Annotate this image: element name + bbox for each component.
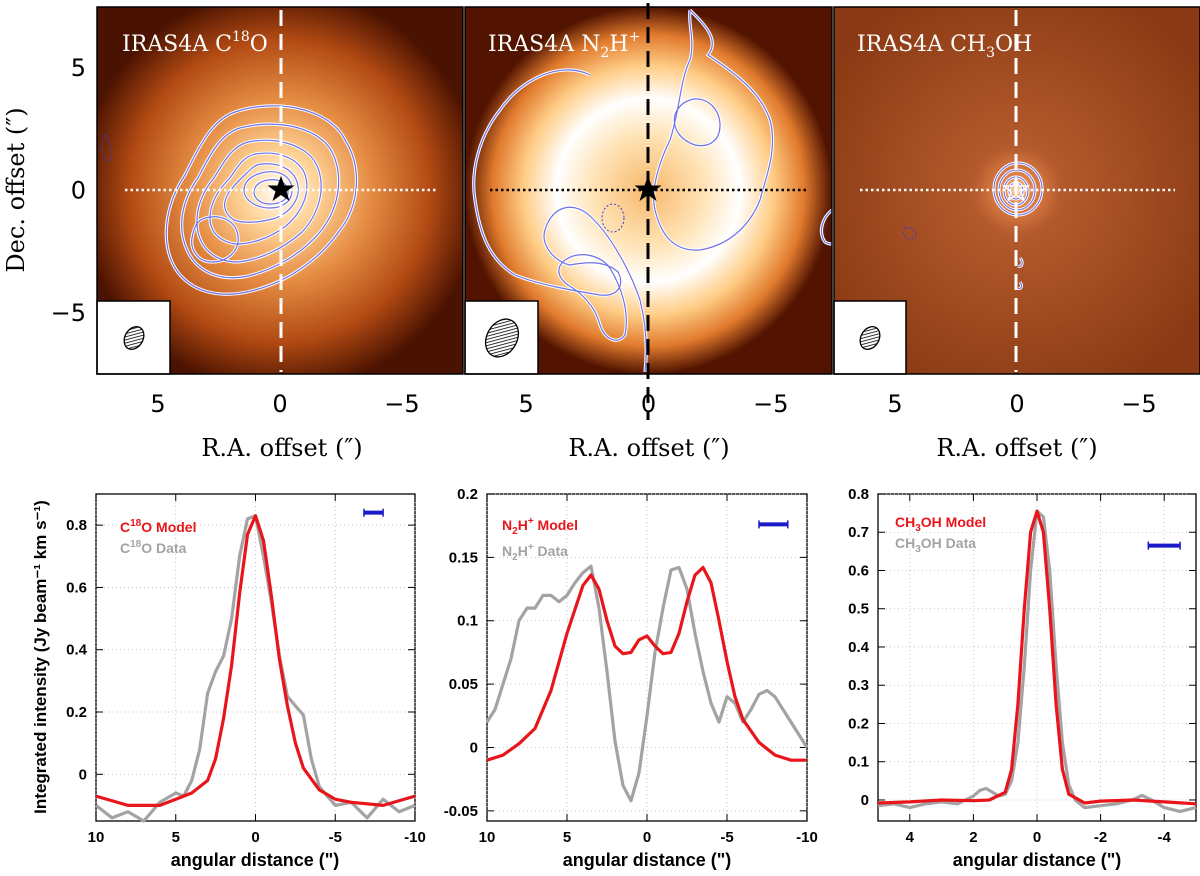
c18o-beam-ellipse [123,326,145,350]
map3-x-tick-label: 5 [887,390,902,418]
n2h-x-axis-label: R.A. offset (″) [568,434,729,462]
c18o-x-tick-label: 0 [251,829,259,846]
ch3oh-beam-ellipse [859,326,881,350]
ch3oh-x-axis-label: R.A. offset (″) [936,434,1097,462]
c18o-map-panel: IRAS4A C18O [96,6,464,375]
c18o-x-axis-label: R.A. offset (″) [201,434,362,462]
c18o-y-tick-label: 0 [79,766,87,783]
ch3oh-y-tick-label: 0.8 [848,486,869,503]
c18o-profile-plot: 10 5 0 -5 -10 0 0.2 0.4 0.6 0.8 C18O Model C18O D… [66,493,426,846]
n2h-beam-ellipse [484,318,520,358]
ch3oh-y-tick-label: 0 [861,792,869,809]
c18o-map-frame [96,6,464,375]
n2h-map-title: IRAS4A N2H+ [488,29,640,61]
ch3oh-y-tick-label: 0.4 [848,639,870,656]
n2h-y-tick-label: 0.05 [449,676,478,693]
ch3oh-model-legend: CH3OH Model [895,514,986,534]
c18o-x-tick-label: -5 [329,829,342,846]
n2h-profile-plot: 10 5 0 -5 -10 -0.05 0 0.05 0.1 0.15 0.2 N2H+ Model… [444,486,818,846]
ch3oh-y-tick-label: 0.5 [848,601,869,618]
ch3oh-x-tick-label: -4 [1158,829,1172,846]
n2h-y-tick-label: 0.15 [449,549,478,566]
ch3oh-profile-x-axis-label: angular distance (") [953,850,1122,870]
n2h-model-legend: N2H+ Model [502,516,578,537]
c18o-map-title: IRAS4A C18O [122,29,268,57]
map2-x-tick-label: 0 [641,390,656,418]
c18o-y-tick-label: 0.4 [66,642,88,659]
n2h-y-tick-label: 0.2 [457,486,478,503]
map-y-axis-label: Dec. offset (″) [2,107,30,272]
n2h-map-panel: IRAS4A N2H+ [464,3,834,420]
ch3oh-x-tick-label: -2 [1094,829,1107,846]
n2h-profile-x-axis-label: angular distance (") [563,850,732,870]
map1-x-tick-label: −5 [384,390,419,418]
c18o-source-star-icon [267,176,295,201]
c18o-x-tick-label: 10 [88,829,105,846]
ch3oh-x-tick-label: 2 [969,829,977,846]
n2h-source-star-icon [634,176,662,201]
n2h-data-legend: N2H+ Data [502,542,568,563]
ch3oh-x-tick-label: 4 [906,829,915,846]
ch3oh-data-legend: CH3OH Data [895,535,976,555]
n2h-contours [473,9,833,373]
c18o-x-tick-label: 5 [172,829,180,846]
n2h-y-tick-label: -0.05 [444,803,478,820]
ch3oh-y-tick-label: 0.7 [848,524,869,541]
n2h-x-tick-label: -10 [796,829,818,846]
c18o-y-tick-label: 0.8 [66,517,87,534]
n2h-x-tick-label: 5 [563,829,571,846]
n2h-data-line [485,564,809,803]
n2h-x-tick-label: -5 [720,829,733,846]
ch3oh-source-star-icon [1001,175,1031,202]
ch3oh-map-panel: IRAS4A CH3OH [833,6,1200,375]
n2h-y-tick-label: 0.1 [457,613,478,630]
ch3oh-y-tick-label: 0.2 [848,715,869,732]
map1-y-tick-label: 0 [71,177,86,205]
map1-y-tick-label: −5 [51,299,86,327]
ch3oh-map-frame [833,6,1200,375]
ch3oh-profile-plot: 4 2 0 -2 -4 0 0.1 0.2 0.3 0.4 0.5 0.6 0.7 0.8 CH3OH M… [848,486,1197,846]
c18o-contours [165,105,358,295]
c18o-profile-x-axis-label: angular distance (") [171,850,340,870]
map1-x-tick-label: 0 [272,390,287,418]
n2h-y-tick-label: 0 [470,739,478,756]
c18o-y-tick-label: 0.2 [66,704,87,721]
ch3oh-y-tick-label: 0.3 [848,677,869,694]
ch3oh-y-tick-label: 0.6 [848,562,869,579]
n2h-x-tick-label: 0 [643,829,651,846]
ch3oh-model-line [877,509,1197,806]
c18o-negative-contour [101,134,112,162]
c18o-model-legend: C18O Model [120,518,196,535]
ch3oh-x-tick-label: 0 [1033,829,1041,846]
c18o-model-line [95,514,416,807]
map3-x-tick-label: −5 [1121,390,1156,418]
map3-x-tick-label: 0 [1009,390,1024,418]
c18o-y-tick-label: 0.6 [66,579,87,596]
map2-x-tick-label: −5 [753,390,788,418]
c18o-data-legend: C18O Data [120,539,187,556]
n2h-x-tick-label: 10 [479,829,496,846]
map2-x-tick-label: 5 [519,390,534,418]
map1-x-tick-label: 5 [150,390,165,418]
map1-y-tick-label: 5 [71,54,86,82]
n2h-negative-contour [601,203,625,233]
c18o-data-line [95,514,416,823]
n2h-map-frame [464,6,833,375]
c18o-x-tick-label: -10 [404,829,426,846]
ch3oh-y-tick-label: 0.1 [848,754,869,771]
map-tick-labels: 5 0 −5 5 0 −5 5 0 −5 5 0 −5 [51,54,1157,418]
ch3oh-map-title: IRAS4A CH3OH [857,32,1032,61]
n2h-model-line [486,565,807,762]
profile-y-axis-label: Integrated intensity (Jy beam⁻¹ km s⁻¹) [31,500,50,814]
ch3oh-negative-contour [902,227,917,240]
